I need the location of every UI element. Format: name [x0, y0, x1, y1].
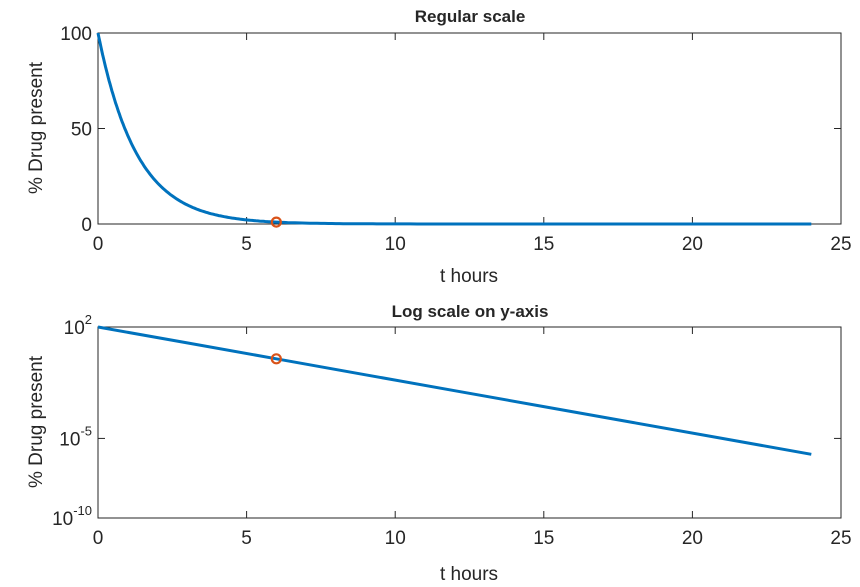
series-line: [97, 325, 812, 456]
y-tick-label: 100: [60, 24, 92, 45]
x-axis-label: t hours: [440, 564, 498, 585]
y-axis: 0 50 100: [60, 24, 841, 236]
y-tick-exponent: -5: [80, 423, 92, 438]
y-tick-base: 100: [60, 24, 92, 45]
y-tick-label: 10-5: [59, 423, 92, 450]
y-tick-base: 10: [64, 318, 85, 339]
marker-group: [270, 353, 282, 365]
y-tick-label: 50: [71, 120, 92, 141]
y-tick-base: 50: [71, 120, 92, 141]
x-tick-label: 25: [830, 234, 851, 255]
x-axis-label: t hours: [440, 266, 498, 287]
x-tick-label: 20: [682, 528, 703, 549]
x-tick-label: 5: [241, 234, 252, 255]
chart-title: Log scale on y-axis: [392, 302, 549, 321]
axes-box: [97, 32, 842, 225]
x-tick-label: 0: [93, 234, 104, 255]
y-tick-base: 10: [59, 429, 80, 450]
x-tick-label: 10: [385, 528, 406, 549]
y-axis-label: % Drug present: [26, 355, 47, 488]
x-tick-label: 10: [385, 234, 406, 255]
y-tick-exponent: -10: [73, 503, 92, 518]
chart-title: Regular scale: [415, 7, 526, 26]
x-tick-label: 5: [241, 528, 252, 549]
x-tick-label: 25: [830, 528, 851, 549]
series-line: [96, 32, 812, 226]
x-tick-label: 0: [93, 528, 104, 549]
y-tick-label: 10-10: [52, 503, 92, 530]
x-tick-label: 15: [533, 234, 554, 255]
y-tick-exponent: 2: [85, 312, 92, 327]
subplot-log-scale: Log scale on y-axis 0 5 10 15 20 25 10-1010-5…: [26, 302, 852, 585]
x-axis: 0 5 10 15 20 25: [93, 327, 852, 549]
data-point-marker: [270, 216, 282, 228]
x-tick-label: 20: [682, 234, 703, 255]
y-axis-label: % Drug present: [26, 61, 47, 194]
y-tick-base: 0: [81, 215, 92, 236]
y-tick-base: 10: [52, 509, 73, 530]
y-tick-label: 102: [64, 312, 92, 339]
x-tick-label: 15: [533, 528, 554, 549]
axes-box: [97, 326, 842, 519]
y-tick-label: 0: [81, 215, 92, 236]
data-point-marker: [270, 353, 282, 365]
marker-group: [270, 216, 282, 228]
x-axis: 0 5 10 15 20 25: [93, 33, 852, 255]
